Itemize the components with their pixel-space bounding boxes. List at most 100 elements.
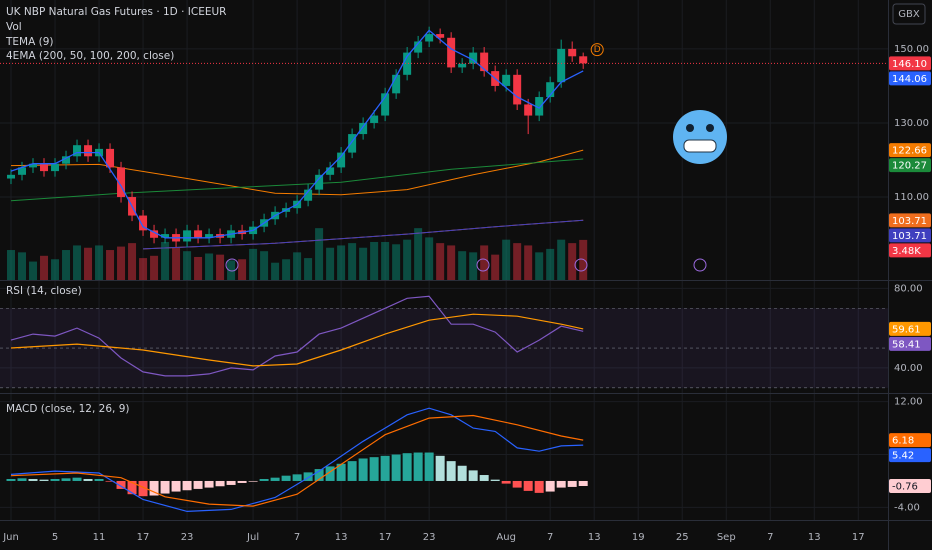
price-label: 6.18 xyxy=(892,436,914,447)
histogram-bar xyxy=(567,480,577,487)
histogram-bar xyxy=(215,480,225,487)
x-tick-label: 17 xyxy=(137,532,150,543)
volume-bar xyxy=(579,239,588,280)
legend-entry: TEMA (9) xyxy=(5,36,54,48)
volume-bar xyxy=(491,254,500,280)
candle-body xyxy=(370,115,379,123)
volume-bar xyxy=(436,243,445,280)
candle-body xyxy=(458,63,467,68)
candle-body xyxy=(414,41,423,53)
histogram-bar xyxy=(83,478,93,481)
price-label: 103.71 xyxy=(892,231,927,242)
price-label-box xyxy=(889,71,931,86)
y-tick-label: -4.00 xyxy=(894,502,920,513)
price-label: 5.42 xyxy=(892,451,914,462)
event-icon[interactable] xyxy=(693,258,707,272)
emoji-eye xyxy=(686,124,694,132)
y-tick-label: 150.00 xyxy=(894,44,929,55)
volume-bar xyxy=(359,247,368,280)
price-label: 122.66 xyxy=(892,146,927,157)
indicator-line xyxy=(10,295,584,377)
volume-bar xyxy=(95,245,104,280)
event-icon[interactable] xyxy=(476,258,490,272)
y-tick-label: 110.00 xyxy=(894,192,929,203)
histogram-bar xyxy=(358,458,368,481)
histogram-bar xyxy=(424,452,434,481)
x-tick-label: 7 xyxy=(547,532,553,543)
x-tick-label: 23 xyxy=(423,532,436,543)
histogram-bar xyxy=(94,478,104,481)
candle-body xyxy=(7,174,16,179)
volume-bar xyxy=(348,243,357,280)
price-label-box xyxy=(889,143,931,158)
candle-body xyxy=(139,215,148,231)
y-tick-label: 12.00 xyxy=(894,397,923,408)
histogram-bar xyxy=(534,480,544,493)
histogram-bar xyxy=(501,480,511,484)
histogram-bar xyxy=(369,457,379,481)
volume-bar xyxy=(183,251,192,280)
price-label-box xyxy=(889,448,931,463)
volume-bar xyxy=(172,247,181,280)
candle-body xyxy=(29,163,38,168)
volume-bar xyxy=(458,251,467,280)
candle-body xyxy=(40,163,49,172)
candle-body xyxy=(436,34,445,38)
volume-bar xyxy=(238,259,247,280)
histogram-bar xyxy=(545,480,555,492)
price-label: 103.71 xyxy=(892,216,927,227)
histogram-bar xyxy=(512,480,522,488)
volume-bar xyxy=(535,252,544,280)
currency-button[interactable] xyxy=(892,3,926,25)
price-label: 58.41 xyxy=(892,339,921,350)
candle-body xyxy=(304,189,313,201)
volume-bar xyxy=(524,245,533,280)
candle-body xyxy=(546,82,555,98)
panel-title: RSI (14, close) xyxy=(6,285,82,297)
price-label-box xyxy=(889,213,931,228)
emoji-icon[interactable] xyxy=(673,110,727,164)
candle-body xyxy=(425,34,434,42)
candle-body xyxy=(535,97,544,116)
volume-bar xyxy=(546,248,555,280)
emoji-eye xyxy=(706,124,714,132)
histogram-bar xyxy=(523,480,533,491)
x-tick-label: 13 xyxy=(808,532,821,543)
price-label-box xyxy=(889,336,931,351)
candle-body xyxy=(315,174,324,190)
y-tick-label: 80.00 xyxy=(894,283,923,294)
histogram-bar xyxy=(413,452,423,481)
indicator-line xyxy=(10,313,584,367)
price-label-box xyxy=(889,479,931,494)
x-tick-label: 7 xyxy=(767,532,773,543)
histogram-bar xyxy=(468,470,478,481)
x-tick-label: 13 xyxy=(335,532,348,543)
grid-layer xyxy=(0,0,888,520)
histogram-bar xyxy=(138,480,148,497)
histogram-bar xyxy=(556,480,566,488)
histogram-bar xyxy=(446,461,456,481)
x-tick-label: 17 xyxy=(852,532,865,543)
candle-body xyxy=(51,163,60,172)
volume-bar xyxy=(62,250,71,280)
plot-layer: D xyxy=(0,26,888,513)
volume-bar xyxy=(392,244,401,280)
event-icon[interactable] xyxy=(574,258,588,272)
volume-bar xyxy=(40,255,49,280)
volume-bar xyxy=(469,252,478,280)
histogram-bar xyxy=(17,478,27,481)
volume-bar xyxy=(414,228,423,280)
indicator-line xyxy=(142,219,584,250)
event-icon[interactable] xyxy=(225,258,239,272)
volume-bar xyxy=(29,261,38,280)
emoji-face xyxy=(673,110,727,164)
candle-body xyxy=(205,234,214,238)
volume-bar xyxy=(568,243,577,280)
histogram-bar xyxy=(457,465,467,481)
volume-bar xyxy=(425,237,434,280)
price-label: 146.10 xyxy=(892,59,927,70)
price-label: -0.76 xyxy=(892,482,918,493)
event-icons xyxy=(225,258,707,272)
